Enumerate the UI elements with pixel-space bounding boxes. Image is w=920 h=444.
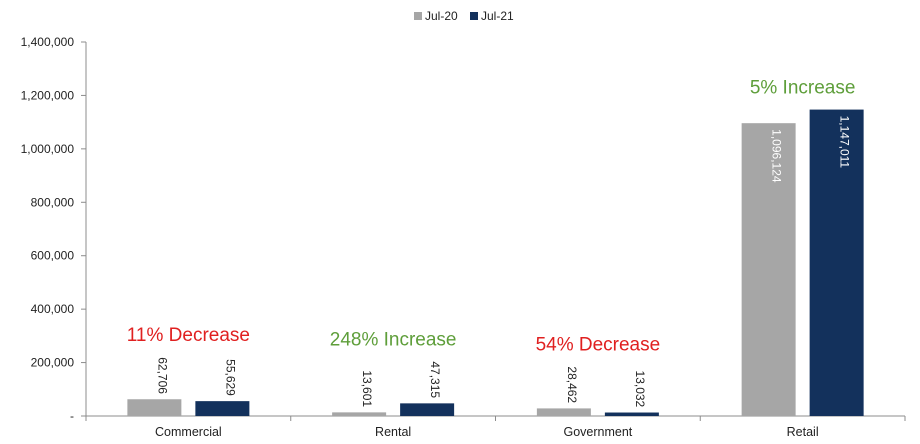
y-tick-label: 800,000 <box>31 195 75 209</box>
change-annotation: 5% Increase <box>750 78 856 99</box>
bar-jul-21 <box>604 412 659 416</box>
bar-jul-21 <box>809 109 864 417</box>
y-tick-label: 1,000,000 <box>21 142 75 156</box>
x-category-label: Government <box>563 425 632 439</box>
data-label: 28,462 <box>565 366 579 403</box>
change-annotation: 248% Increase <box>330 329 457 350</box>
bar-jul-20 <box>741 123 796 416</box>
data-label: 13,601 <box>360 370 374 407</box>
x-category-label: Commercial <box>155 425 222 439</box>
change-annotation: 54% Decrease <box>536 334 661 355</box>
bar-jul-21 <box>400 403 455 416</box>
y-tick-label: 1,200,000 <box>21 88 75 102</box>
x-category-label: Rental <box>375 425 411 439</box>
data-label: 1,147,011 <box>838 116 852 169</box>
y-tick-label: 200,000 <box>31 356 75 370</box>
bar-jul-20 <box>332 412 387 416</box>
bar-jul-20 <box>127 399 182 416</box>
legend-swatch <box>414 12 422 20</box>
y-tick-label: - <box>70 409 74 423</box>
data-label: 47,315 <box>428 361 442 398</box>
legend-label: Jul-21 <box>481 9 514 23</box>
y-tick-label: 600,000 <box>31 249 75 263</box>
bar-jul-20 <box>536 408 591 416</box>
data-label: 13,032 <box>633 371 647 408</box>
data-label: 62,706 <box>155 357 169 394</box>
data-label: 1,096,124 <box>770 129 784 183</box>
legend-label: Jul-20 <box>425 9 458 23</box>
y-tick-label: 400,000 <box>31 302 75 316</box>
y-tick-label: 1,400,000 <box>21 35 75 49</box>
legend-swatch <box>470 12 478 20</box>
data-label: 55,629 <box>223 359 237 396</box>
bar-jul-21 <box>195 401 250 416</box>
change-annotation: 11% Decrease <box>127 325 250 346</box>
x-category-label: Retail <box>787 425 819 439</box>
